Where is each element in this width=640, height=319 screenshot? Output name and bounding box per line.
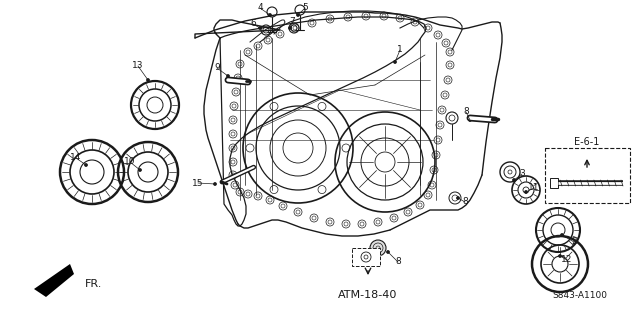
Text: 3: 3 — [519, 169, 525, 179]
Text: 5: 5 — [302, 4, 308, 12]
Circle shape — [259, 26, 262, 29]
Circle shape — [214, 182, 216, 186]
Circle shape — [387, 250, 390, 254]
Text: E-6-1: E-6-1 — [574, 137, 600, 147]
Circle shape — [468, 118, 472, 122]
Polygon shape — [34, 264, 74, 297]
Text: 15: 15 — [192, 179, 204, 188]
Circle shape — [559, 255, 561, 257]
Text: 7: 7 — [289, 18, 295, 26]
Text: FR.: FR. — [85, 279, 102, 289]
Text: 10: 10 — [124, 158, 136, 167]
Text: ATM-18-40: ATM-18-40 — [339, 290, 397, 300]
Circle shape — [147, 78, 150, 81]
Text: 1: 1 — [397, 46, 403, 55]
Circle shape — [456, 197, 460, 199]
Text: 11: 11 — [528, 183, 540, 192]
Text: 8: 8 — [395, 257, 401, 266]
FancyBboxPatch shape — [545, 148, 630, 203]
Circle shape — [394, 61, 397, 63]
Circle shape — [513, 179, 515, 182]
Circle shape — [84, 164, 88, 167]
Text: 8: 8 — [462, 197, 468, 206]
Text: 2: 2 — [571, 238, 577, 247]
Text: 9: 9 — [214, 63, 220, 72]
Text: 13: 13 — [132, 62, 144, 70]
Text: S843-A1100: S843-A1100 — [552, 291, 607, 300]
Circle shape — [138, 168, 141, 172]
Circle shape — [525, 190, 527, 194]
Circle shape — [289, 26, 291, 29]
Circle shape — [269, 13, 271, 17]
Text: 6: 6 — [250, 19, 256, 28]
Text: 12: 12 — [561, 256, 573, 264]
Circle shape — [370, 240, 386, 256]
FancyBboxPatch shape — [550, 178, 558, 188]
FancyBboxPatch shape — [352, 248, 380, 266]
Text: 14: 14 — [70, 153, 82, 162]
Text: 4: 4 — [257, 4, 263, 12]
Text: 8: 8 — [463, 108, 469, 116]
Circle shape — [296, 13, 300, 17]
Circle shape — [561, 234, 563, 236]
Circle shape — [227, 75, 230, 78]
